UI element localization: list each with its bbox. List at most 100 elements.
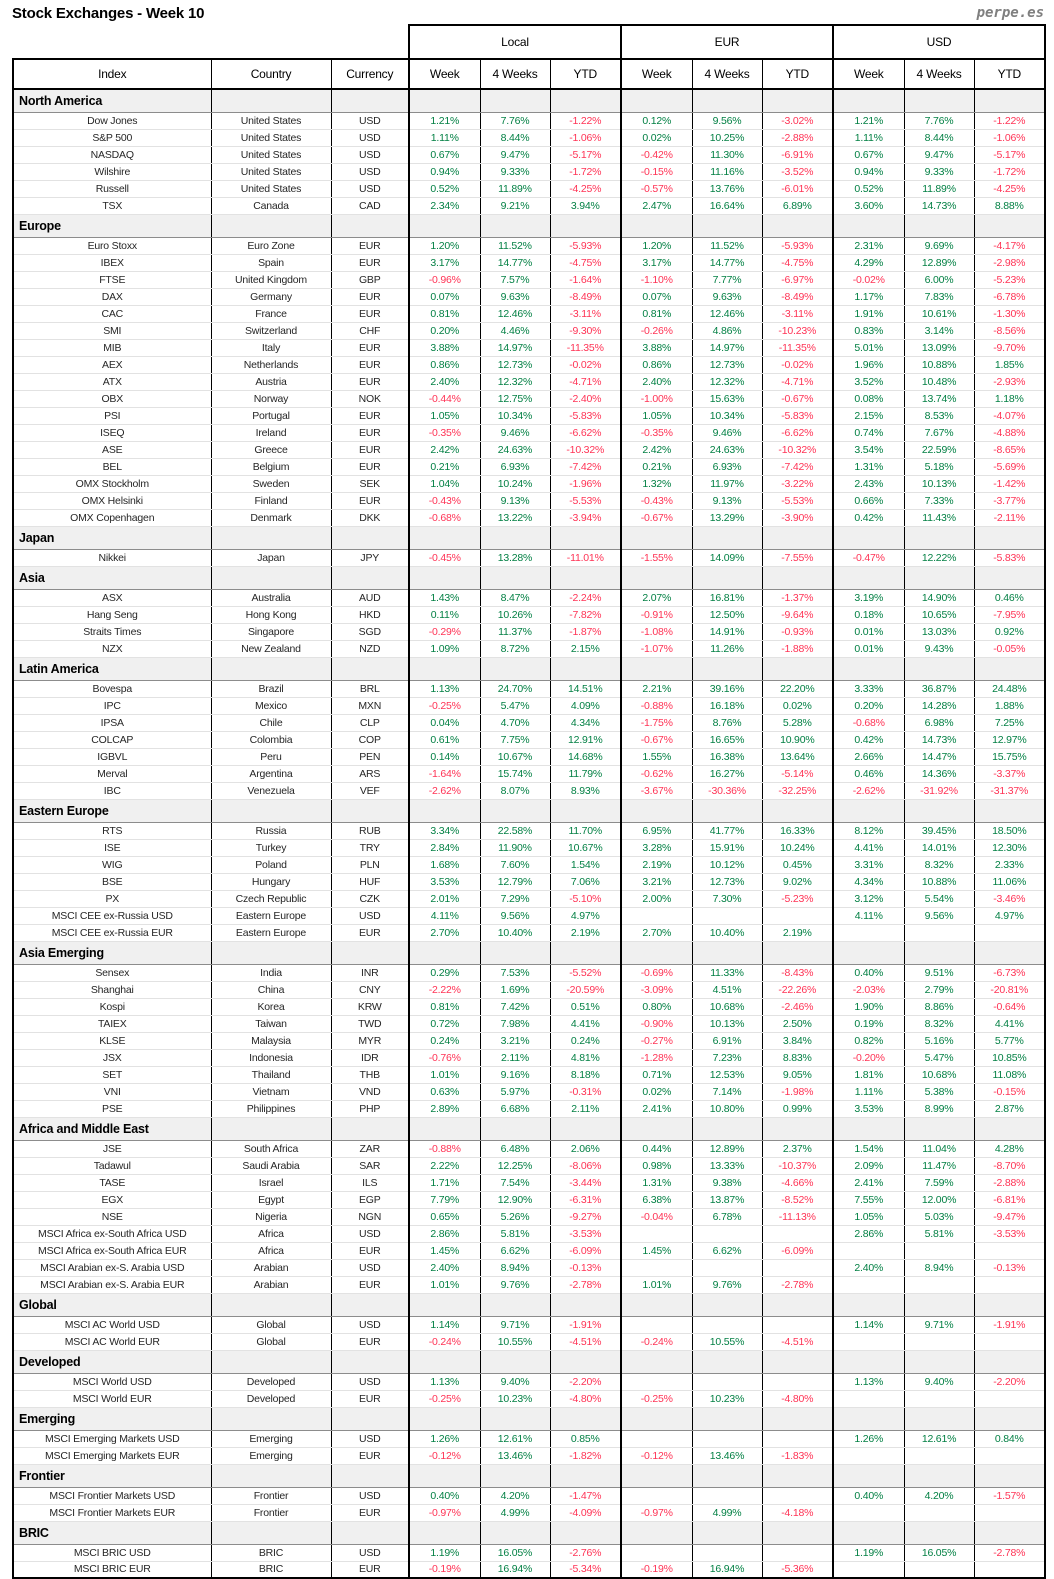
section-cell [408, 1349, 481, 1374]
index-cell: BEL [12, 457, 212, 476]
value-cell [832, 1446, 905, 1465]
value-cell: -4.66% [761, 1173, 834, 1192]
country-cell: Japan [210, 548, 332, 567]
value-cell: -1.83% [761, 1446, 834, 1465]
value-cell [761, 1224, 834, 1243]
table-row: Straits Times Singapore SGD -0.29% 11.37% -1.… [12, 622, 1047, 641]
section-row: Latin America [12, 656, 1047, 681]
section-cell [903, 525, 975, 550]
value-cell: 39.16% [691, 679, 763, 698]
value-cell: 2.37% [761, 1139, 834, 1158]
currency-cell: MYR [330, 1031, 410, 1050]
section-row: Frontier [12, 1463, 1047, 1488]
value-cell: 3.60% [832, 196, 905, 215]
currency-cell: KRW [330, 997, 410, 1016]
section-cell [691, 798, 763, 823]
section-cell [973, 940, 1047, 965]
section-cell [330, 798, 410, 823]
value-cell: 13.76% [691, 179, 763, 198]
value-cell: -0.35% [408, 423, 481, 442]
section-cell [691, 656, 763, 681]
section-cell [549, 940, 622, 965]
table-row: EGX Egypt EGP 7.79% 12.90% -6.31% 6.38% 13.87% -… [12, 1190, 1047, 1209]
section-cell [761, 1463, 834, 1488]
value-cell: 9.63% [479, 287, 551, 306]
section-cell [549, 525, 622, 550]
value-cell: 1.13% [832, 1372, 905, 1391]
value-cell: -20.59% [549, 980, 622, 999]
index-cell: NASDAQ [12, 145, 212, 164]
index-cell: NZX [12, 639, 212, 658]
value-cell [761, 1543, 834, 1562]
section-cell [691, 1292, 763, 1317]
value-cell: 2.40% [620, 372, 693, 391]
table-row: DAX Germany EUR 0.07% 9.63% -8.49% 0.07% 9.63% -… [12, 287, 1047, 306]
value-cell: -5.93% [761, 236, 834, 255]
value-cell: 9.33% [479, 162, 551, 181]
currency-cell: EUR [330, 1332, 410, 1351]
value-cell: 0.45% [761, 855, 834, 874]
value-cell: 10.65% [903, 605, 975, 624]
value-cell: -0.02% [832, 270, 905, 289]
value-cell: -0.27% [620, 1031, 693, 1050]
section-cell [761, 1116, 834, 1141]
value-cell [832, 1241, 905, 1260]
country-cell: Mexico [210, 696, 332, 715]
section-row: Developed [12, 1349, 1047, 1374]
value-cell: 0.24% [408, 1031, 481, 1050]
value-cell: -5.83% [973, 548, 1047, 567]
table-row: MSCI Arabian ex-S. Arabia USD Arabian USD 2… [12, 1258, 1047, 1277]
country-cell: Hong Kong [210, 605, 332, 624]
value-cell: 11.52% [691, 236, 763, 255]
value-cell: 14.77% [479, 253, 551, 272]
value-cell: 8.99% [903, 1099, 975, 1118]
value-cell [691, 1315, 763, 1334]
section-row: Eastern Europe [12, 798, 1047, 823]
country-cell: Norway [210, 389, 332, 408]
value-cell: 12.61% [479, 1429, 551, 1448]
country-cell: Saudi Arabia [210, 1156, 332, 1175]
value-cell: 2.86% [832, 1224, 905, 1243]
value-cell: 4.28% [973, 1139, 1047, 1158]
value-cell: 5.97% [479, 1082, 551, 1101]
value-cell: -1.75% [620, 713, 693, 732]
value-cell [620, 906, 693, 925]
currency-cell: USD [330, 1224, 410, 1243]
value-cell: 0.81% [408, 997, 481, 1016]
index-cell: DAX [12, 287, 212, 306]
value-cell: -8.56% [973, 321, 1047, 340]
value-cell: 0.14% [408, 747, 481, 766]
section-cell [408, 1116, 481, 1141]
value-cell: 2.19% [549, 923, 622, 942]
currency-cell: EUR [330, 338, 410, 357]
section-row: Asia Emerging [12, 940, 1047, 965]
currency-cell: CZK [330, 889, 410, 908]
section-cell [761, 88, 834, 113]
value-cell: 12.32% [479, 372, 551, 391]
value-cell: 7.23% [691, 1048, 763, 1067]
value-cell: 10.68% [903, 1065, 975, 1084]
country-cell: Finland [210, 491, 332, 510]
value-cell: 2.09% [832, 1156, 905, 1175]
value-cell: 5.47% [479, 696, 551, 715]
section-cell [479, 1116, 551, 1141]
value-cell: 4.09% [549, 696, 622, 715]
value-cell: 4.20% [903, 1486, 975, 1505]
value-cell [973, 1332, 1047, 1351]
section-cell [330, 88, 410, 113]
value-cell: 2.89% [408, 1099, 481, 1118]
value-cell: 16.38% [691, 747, 763, 766]
value-cell: 8.32% [903, 855, 975, 874]
value-cell: 1.21% [408, 111, 481, 130]
section-cell [330, 1406, 410, 1431]
value-cell: 1.90% [832, 997, 905, 1016]
section-cell [973, 565, 1047, 590]
section-label: BRIC [12, 1520, 212, 1545]
value-cell [620, 1486, 693, 1505]
value-cell: -10.37% [761, 1156, 834, 1175]
value-cell: -0.04% [620, 1207, 693, 1226]
currency-cell: EUR [330, 457, 410, 476]
section-cell [330, 1520, 410, 1545]
column-header-row: Index Country Currency Week 4 Weeks YTD … [12, 58, 1047, 90]
